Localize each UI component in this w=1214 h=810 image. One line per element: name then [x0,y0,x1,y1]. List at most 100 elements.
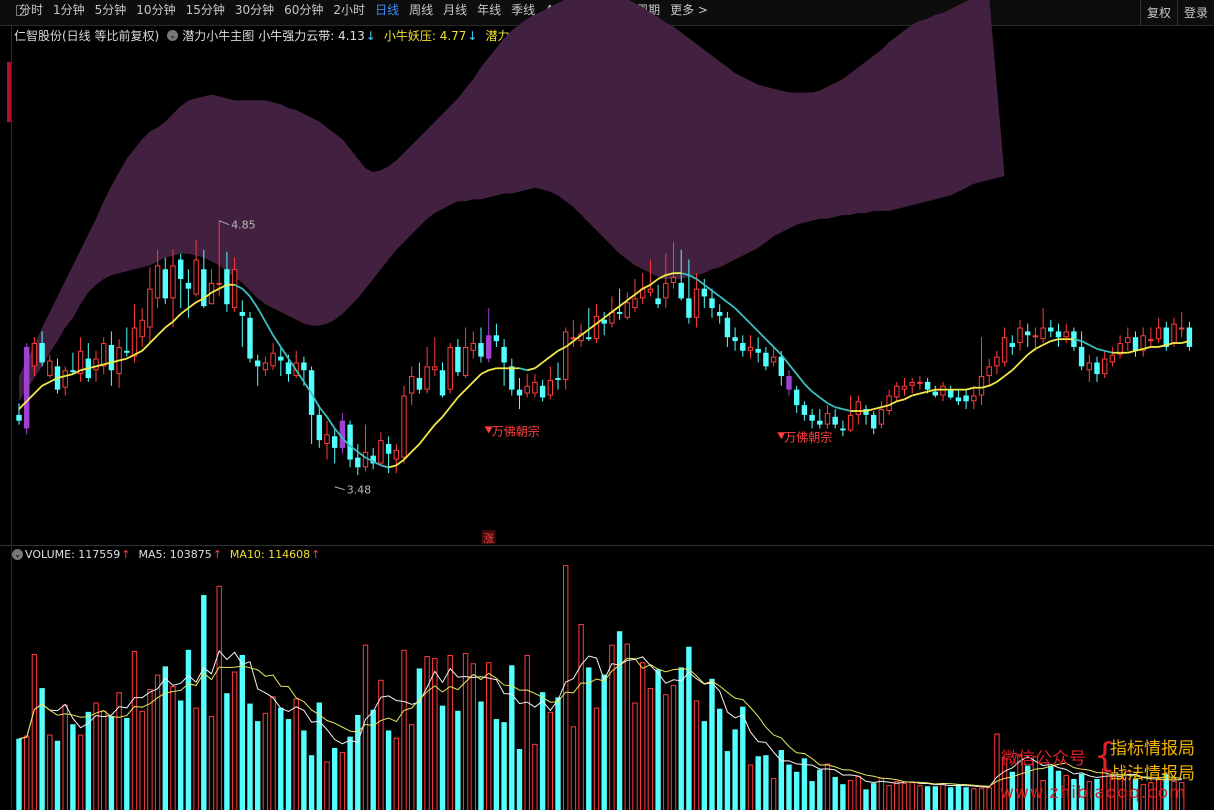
vol-value-1: MA5: 103875 [138,547,212,561]
indicator-name[interactable]: 潜力小牛主图 [182,28,255,43]
candle-body [255,360,261,367]
volume-bar [478,701,484,810]
indicator-toggle-icon[interactable]: ⌄ [167,29,179,41]
candle-body [886,395,892,412]
potential-line-segment [156,326,166,336]
potential-line-segment [619,299,628,307]
tab-9[interactable]: 周线 [409,3,434,17]
potential-line-segment [1135,347,1144,352]
candle-body [393,449,400,460]
tab-16[interactable]: 更多 > [670,3,708,17]
volume-bar [755,756,761,810]
candle-body [532,381,538,394]
volume-bar [924,786,931,810]
volume-bar [332,748,338,810]
potential-line-segment [349,445,359,453]
volume-bar [416,668,423,810]
layout-icon[interactable] [16,5,26,16]
candle-body [324,434,330,445]
tab-8[interactable]: 日线 [375,3,400,17]
potential-line-segment [457,389,467,399]
tab-12[interactable]: 季线 [511,3,536,17]
potential-line-segment [1096,347,1105,352]
candle-body [909,381,915,386]
volume-bar [524,655,530,810]
tab-2[interactable]: 5分钟 [94,3,127,17]
potential-line-segment [981,384,990,389]
candle-body [1001,337,1008,363]
potential-line-segment [88,365,97,370]
volume-bar [347,736,353,810]
potential-line-segment [249,295,259,309]
volume-bar [1040,780,1046,810]
potential-line-segment [403,451,413,461]
candle-body [978,376,985,396]
candle-body [24,346,30,429]
volume-bar [193,707,199,810]
rise-marker-bg [481,530,496,544]
potential-line-segment [772,346,782,356]
candle-body [855,401,861,415]
candle-body [285,362,292,375]
candle-body [108,344,115,371]
vol-arrow-icon-1: ↑ [212,547,222,561]
tab-1[interactable]: 1分钟 [53,3,85,17]
volume-bar [886,785,892,810]
potential-line-segment [41,381,51,387]
volume-bar [462,652,469,810]
candle-body [1055,331,1062,338]
candle-body [524,385,530,394]
main-arrow-icon-0: ↓ [365,28,376,43]
tab-0[interactable]: 分时 [19,3,44,17]
candle-body [16,414,22,421]
potential-line-segment [1104,349,1113,354]
potential-line-segment [357,451,367,459]
potential-line-segment [64,373,74,377]
fuquan-button[interactable]: 复权 [1139,0,1177,26]
candle-body [570,337,577,340]
potential-line-segment [780,354,790,365]
tab-10[interactable]: 月线 [443,3,468,17]
main-arrow-icon-1: ↓ [467,28,478,43]
volume-bar [747,764,754,810]
scroll-marker[interactable] [7,62,11,122]
candle-body [732,337,738,342]
tab-6[interactable]: 60分钟 [284,3,324,17]
tab-11[interactable]: 年线 [477,3,502,17]
candle-body [131,327,138,357]
volume-bar [1071,779,1077,810]
login-button[interactable]: 登录 [1176,0,1214,26]
potential-line-segment [988,381,998,387]
tab-7[interactable]: 2小时 [333,3,366,17]
signal-label-3: 万佛朝宗 [784,429,832,444]
volume-bar [809,781,815,810]
volume-bar [285,719,292,810]
volume-bar [208,715,215,810]
volume-bar [39,688,45,810]
tab-5[interactable]: 30分钟 [234,3,275,17]
potential-line-segment [873,406,882,410]
volume-bar [47,734,53,810]
candle-body [1032,335,1039,338]
potential-line-segment [280,346,290,360]
volume-bar [1063,774,1069,810]
volume-bar [871,783,877,810]
candle-body [347,424,353,460]
volume-bar [1102,768,1108,810]
candle-body [1163,327,1169,347]
price-marker-line [219,220,230,226]
potential-line-segment [287,358,297,371]
volume-bar [686,646,692,810]
candle-body [162,269,168,299]
potential-line [18,272,1190,469]
candle-body [124,350,130,353]
potential-line-segment [680,272,690,276]
potential-line-segment [295,369,305,383]
tab-4[interactable]: 15分钟 [185,3,225,17]
volume-toggle-icon[interactable]: ⌄ [12,548,23,560]
volume-bar [940,783,946,810]
volume-bar [308,755,315,810]
volume-bar [655,669,661,810]
tab-3[interactable]: 10分钟 [136,3,176,17]
